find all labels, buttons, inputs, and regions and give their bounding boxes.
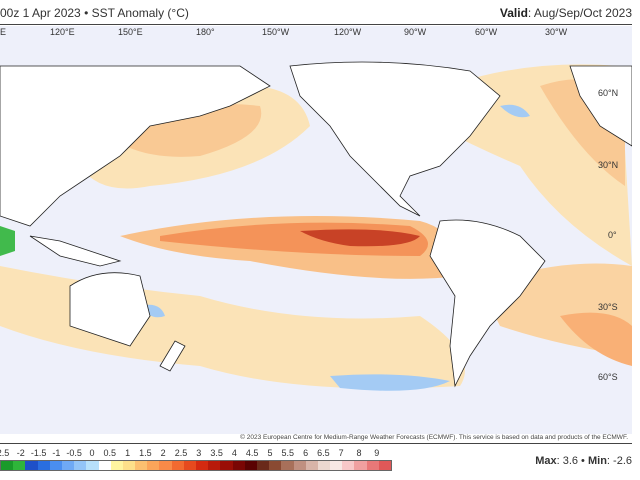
colorbar-tick-label: 3.5 bbox=[210, 448, 223, 458]
australia bbox=[69, 272, 151, 347]
colorbar-swatch bbox=[74, 461, 87, 470]
colorbar-swatch bbox=[366, 461, 379, 470]
colorbar-tick-label: -1 bbox=[52, 448, 61, 458]
colorbar-swatch bbox=[244, 461, 257, 470]
colorbar-swatch bbox=[354, 461, 367, 470]
europe bbox=[569, 65, 632, 147]
colorbar-swatch bbox=[37, 461, 50, 470]
colorbar-swatch bbox=[49, 461, 62, 470]
colorbar-swatch bbox=[232, 461, 245, 470]
colorbar-tick-label: 8 bbox=[356, 448, 362, 458]
lon-label: 120°W bbox=[334, 27, 362, 37]
lon-label: 60°W bbox=[475, 27, 498, 37]
colorbar-swatch bbox=[135, 461, 148, 470]
new-zealand bbox=[159, 340, 186, 372]
colorbar-swatch bbox=[13, 461, 26, 470]
colorbar-tick-label: 2.5 bbox=[0, 448, 10, 458]
colorbar-tick-label: 6 bbox=[303, 448, 309, 458]
colorbar-swatch bbox=[330, 461, 343, 470]
colorbar-swatch bbox=[256, 461, 270, 470]
colorbar-swatch bbox=[208, 461, 221, 470]
colorbar-swatch bbox=[378, 461, 391, 470]
colorbar-swatch bbox=[122, 461, 136, 470]
colorbar-swatch bbox=[183, 461, 196, 470]
colorbar-swatch bbox=[98, 461, 111, 470]
max-min-stats: Max: 3.6 • Min: -2.6 bbox=[535, 455, 632, 467]
colorbar-tick-label: 9 bbox=[374, 448, 380, 458]
colorbar-swatch bbox=[293, 461, 306, 470]
divider bbox=[0, 443, 632, 444]
colorbar-swatch bbox=[86, 461, 99, 470]
colorbar-tick-label: 0.5 bbox=[103, 448, 117, 458]
lon-label: 150°W bbox=[262, 27, 290, 37]
colorbar-swatch bbox=[110, 461, 123, 470]
colorbar-swatch bbox=[220, 461, 233, 470]
colorbar-swatch bbox=[281, 461, 294, 470]
colorbar-tick-label: 2 bbox=[160, 448, 166, 458]
colorbar-swatch bbox=[25, 461, 38, 470]
colorbar-tick-label: 1.5 bbox=[139, 448, 152, 458]
colorbar-swatch bbox=[269, 461, 282, 470]
lon-label: 120°E bbox=[50, 27, 75, 37]
colorbar-tick-label: -2 bbox=[16, 448, 25, 458]
colorbar-tick-label: 4.5 bbox=[245, 448, 259, 458]
colorbar-tick-label: 7 bbox=[338, 448, 344, 458]
lat-label: 60°N bbox=[598, 88, 619, 98]
lon-label: 90°W bbox=[404, 27, 427, 37]
lat-label: 30°S bbox=[598, 302, 618, 312]
colorbar-tick-label: 2.5 bbox=[174, 448, 188, 458]
lat-label: 60°S bbox=[598, 372, 618, 382]
divider bbox=[0, 24, 632, 25]
map-title: 00z 1 Apr 2023 • SST Anomaly (°C) bbox=[0, 6, 189, 20]
colorbar-tick-label: 6.5 bbox=[317, 448, 330, 458]
colorbar-tick-label: 0 bbox=[89, 448, 95, 458]
colorbar-tick-label: 3 bbox=[196, 448, 202, 458]
land-masses bbox=[0, 61, 632, 388]
lon-label: 180° bbox=[196, 27, 215, 37]
colorbar-swatch bbox=[147, 461, 160, 470]
colorbar-swatch bbox=[1, 461, 14, 470]
north-america bbox=[289, 61, 501, 217]
asia bbox=[0, 65, 271, 227]
colorbar-ticks: 2.5 -2 -1.5 -1 -0.5 0 0.5 1 1.5 2 2.5 3 3.5 4 4.5 5 5.5 6… bbox=[0, 448, 392, 460]
colorbar-tick-label: 5.5 bbox=[281, 448, 295, 458]
lon-label: E bbox=[0, 27, 7, 37]
lat-label: 0° bbox=[608, 230, 617, 240]
copyright-notice: © 2023 European Centre for Medium-Range … bbox=[240, 434, 628, 441]
colorbar-swatch bbox=[196, 461, 209, 470]
indonesia bbox=[29, 235, 122, 267]
colorbar-tick-label: -0.5 bbox=[66, 448, 82, 458]
south-america bbox=[429, 219, 546, 388]
colorbar-tick-label: -1.5 bbox=[30, 448, 47, 458]
colorbar-swatch bbox=[305, 461, 318, 470]
colorbar-swatch bbox=[171, 461, 184, 470]
colorbar-swatch bbox=[159, 461, 172, 470]
lon-label: 150°E bbox=[118, 27, 143, 37]
colorbar-swatch bbox=[342, 461, 355, 470]
colorbar-tick-label: 1 bbox=[125, 448, 131, 458]
valid-period: Valid: Aug/Sep/Oct 2023 bbox=[499, 6, 632, 20]
lat-label: 30°N bbox=[598, 160, 619, 170]
lon-label: 30°W bbox=[545, 27, 568, 37]
colorbar bbox=[0, 460, 392, 471]
colorbar-swatch bbox=[317, 461, 331, 470]
colorbar-swatch bbox=[61, 461, 75, 470]
colorbar-tick-label: 4 bbox=[231, 448, 237, 458]
colorbar-tick-label: 5 bbox=[267, 448, 273, 458]
sst-anomaly-map bbox=[0, 26, 632, 434]
